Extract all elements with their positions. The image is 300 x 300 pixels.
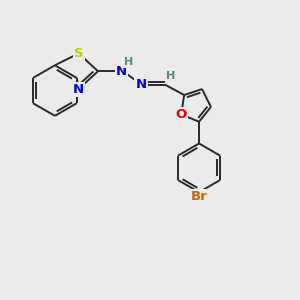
Text: H: H: [124, 57, 133, 67]
Text: Br: Br: [191, 190, 207, 203]
Text: O: O: [176, 108, 187, 121]
Text: S: S: [74, 47, 83, 60]
Text: N: N: [116, 65, 127, 78]
Text: H: H: [166, 71, 175, 81]
Text: N: N: [136, 78, 147, 91]
Text: N: N: [73, 82, 84, 96]
